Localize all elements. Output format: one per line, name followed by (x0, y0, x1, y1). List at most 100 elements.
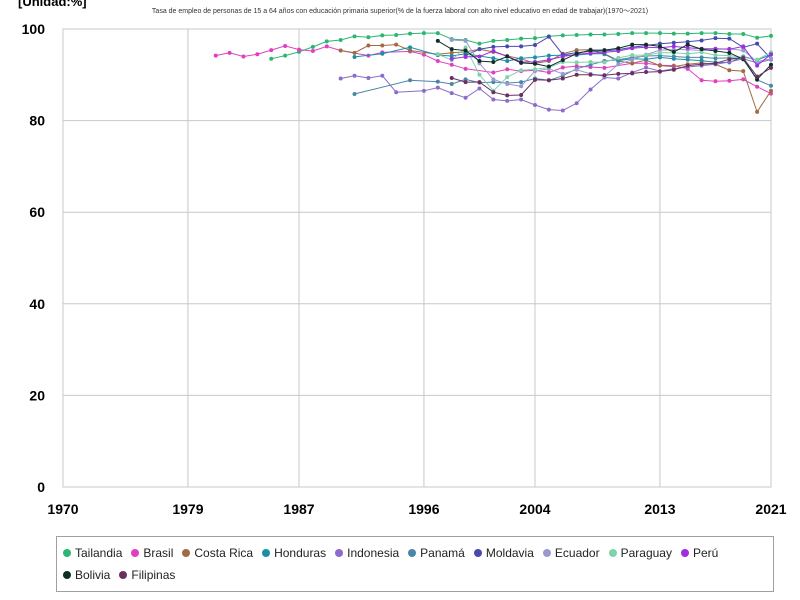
data-point (546, 64, 551, 69)
data-point (324, 44, 329, 49)
data-point (546, 107, 551, 112)
data-point (699, 62, 704, 67)
data-point (574, 72, 579, 77)
legend-label: Filipinas (131, 568, 176, 582)
data-point (491, 38, 496, 43)
data-point (338, 76, 343, 81)
data-point (463, 80, 468, 85)
series-Bolivia (435, 38, 773, 82)
legend-label: Panamá (420, 546, 465, 560)
data-point (380, 51, 385, 56)
data-point (574, 67, 579, 72)
data-point (713, 79, 718, 84)
data-point (449, 81, 454, 86)
data-point (366, 43, 371, 48)
data-point (574, 64, 579, 69)
data-point (755, 63, 760, 68)
data-point (477, 80, 482, 85)
data-point (366, 35, 371, 40)
data-point (588, 72, 593, 77)
series-Filipinas (449, 55, 773, 98)
data-point (560, 76, 565, 81)
data-point (533, 77, 537, 82)
legend-item: Filipinas (119, 564, 175, 586)
data-point (713, 48, 718, 53)
data-point (519, 97, 524, 102)
data-point (491, 56, 496, 61)
data-point (408, 31, 413, 36)
data-point (463, 48, 468, 53)
data-point (644, 31, 649, 36)
data-point (741, 55, 746, 60)
data-point (491, 70, 496, 75)
data-point (519, 92, 524, 97)
data-point (560, 65, 565, 70)
data-point (699, 47, 704, 52)
x-tick-label: 1987 (283, 501, 314, 517)
data-point (644, 57, 649, 62)
data-point (741, 48, 746, 53)
data-point (227, 50, 232, 55)
data-point (657, 44, 662, 49)
data-point (699, 50, 704, 55)
data-point (213, 53, 218, 58)
data-point (769, 62, 773, 67)
data-point (713, 36, 718, 41)
data-point (283, 53, 288, 58)
y-tick-label: 100 (22, 21, 46, 37)
data-point (380, 73, 385, 78)
data-point (352, 54, 357, 59)
data-point (505, 59, 510, 64)
data-point (671, 44, 676, 49)
data-point (491, 90, 496, 95)
data-point (630, 46, 635, 51)
x-tick-label: 1996 (408, 501, 439, 517)
legend-item: Paraguay (608, 542, 672, 564)
legend-label: Indonesia (347, 546, 400, 560)
data-point (394, 32, 399, 37)
data-point (421, 88, 426, 93)
data-point (727, 32, 732, 37)
data-point (671, 67, 676, 72)
data-point (741, 69, 746, 74)
data-point (630, 53, 635, 58)
data-point (519, 44, 524, 49)
data-point (602, 48, 607, 53)
x-tick-label: 1970 (47, 501, 78, 517)
data-point (644, 45, 649, 50)
legend-marker-icon (262, 548, 271, 557)
data-point (519, 80, 524, 85)
data-point (769, 88, 773, 93)
legend-label: Honduras (274, 546, 327, 560)
data-point (602, 73, 607, 78)
data-point (533, 61, 537, 66)
data-point (616, 32, 621, 37)
data-point (588, 51, 593, 56)
data-point (449, 91, 454, 96)
legend-marker-icon (542, 548, 551, 557)
data-point (574, 60, 579, 65)
data-point (505, 37, 510, 42)
data-point (435, 59, 440, 64)
data-point (588, 87, 593, 92)
data-point (560, 58, 565, 63)
data-point (519, 84, 524, 89)
data-point (699, 78, 704, 83)
data-point (435, 52, 440, 57)
legend-label: Tailandia (75, 546, 123, 560)
grid-lines (62, 28, 772, 488)
legend-item: Costa Rica (182, 542, 253, 564)
data-point (644, 65, 649, 70)
legend-label: Bolivia (75, 568, 111, 582)
data-point (657, 31, 662, 36)
data-point (533, 36, 537, 41)
data-point (352, 73, 357, 78)
legend-marker-icon (473, 548, 482, 557)
data-point (685, 42, 690, 47)
data-point (727, 57, 732, 62)
data-point (616, 71, 621, 76)
data-point (741, 44, 746, 49)
data-point (463, 95, 468, 100)
data-point (699, 58, 704, 63)
